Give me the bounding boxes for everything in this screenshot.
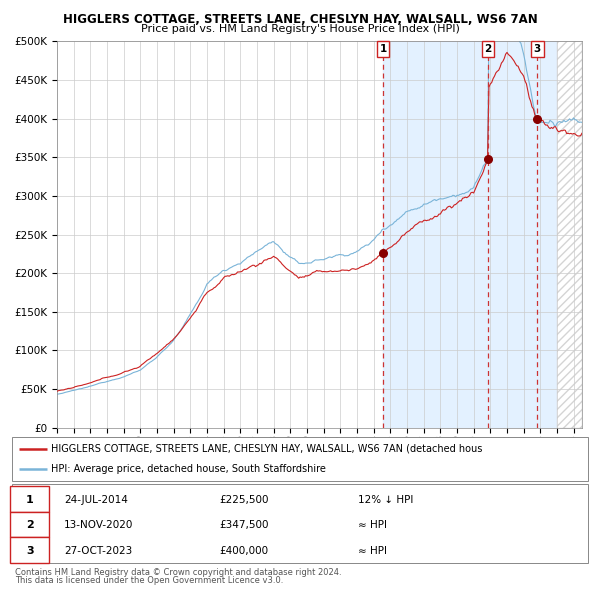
Text: This data is licensed under the Open Government Licence v3.0.: This data is licensed under the Open Gov… [15, 576, 283, 585]
Text: 27-OCT-2023: 27-OCT-2023 [64, 546, 132, 556]
Text: £400,000: £400,000 [220, 546, 268, 556]
Text: Price paid vs. HM Land Registry's House Price Index (HPI): Price paid vs. HM Land Registry's House … [140, 24, 460, 34]
Text: 1: 1 [26, 495, 34, 504]
Text: 2: 2 [26, 520, 34, 530]
Text: ≈ HPI: ≈ HPI [358, 546, 386, 556]
Bar [557, 41, 582, 428]
Text: 1: 1 [379, 44, 386, 54]
FancyBboxPatch shape [12, 437, 588, 481]
Text: ≈ HPI: ≈ HPI [358, 520, 386, 530]
Text: HPI: Average price, detached house, South Staffordshire: HPI: Average price, detached house, Sout… [51, 464, 326, 474]
Text: HIGGLERS COTTAGE, STREETS LANE, CHESLYN HAY, WALSALL, WS6 7AN: HIGGLERS COTTAGE, STREETS LANE, CHESLYN … [62, 13, 538, 26]
Text: 13-NOV-2020: 13-NOV-2020 [64, 520, 133, 530]
Bar [383, 41, 557, 428]
FancyBboxPatch shape [10, 486, 49, 512]
Text: 24-JUL-2014: 24-JUL-2014 [64, 495, 128, 504]
Text: 3: 3 [534, 44, 541, 54]
Text: £225,500: £225,500 [220, 495, 269, 504]
FancyBboxPatch shape [10, 537, 49, 563]
Text: £347,500: £347,500 [220, 520, 269, 530]
Bar [557, 41, 582, 428]
Text: 3: 3 [26, 546, 34, 556]
Text: 2: 2 [485, 44, 492, 54]
FancyBboxPatch shape [12, 484, 588, 563]
Text: Contains HM Land Registry data © Crown copyright and database right 2024.: Contains HM Land Registry data © Crown c… [15, 568, 341, 576]
FancyBboxPatch shape [10, 512, 49, 537]
Text: HIGGLERS COTTAGE, STREETS LANE, CHESLYN HAY, WALSALL, WS6 7AN (detached hous: HIGGLERS COTTAGE, STREETS LANE, CHESLYN … [51, 444, 482, 454]
Text: 12% ↓ HPI: 12% ↓ HPI [358, 495, 413, 504]
